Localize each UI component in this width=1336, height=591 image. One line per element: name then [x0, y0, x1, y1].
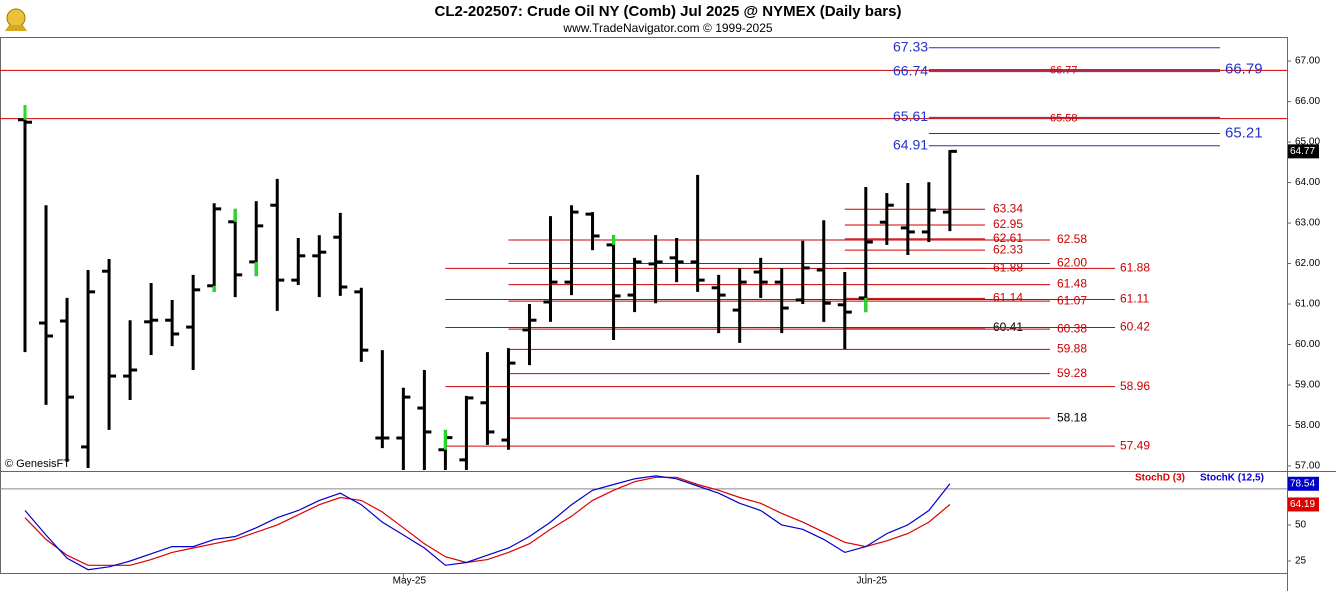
level-label: 59.28	[1057, 366, 1087, 380]
level-label: 62.61	[993, 231, 1023, 245]
level-label: 65.21	[1225, 125, 1263, 142]
y-tick-label: 63.00	[1295, 218, 1320, 229]
level-label: 64.91	[893, 136, 928, 152]
stoch-line	[24, 476, 951, 566]
y-tick-label: 66.00	[1295, 96, 1320, 107]
level-label: 59.88	[1057, 342, 1087, 356]
credit: © GenesisFT	[5, 458, 70, 470]
level-label: 66.74	[893, 62, 928, 78]
level-label: 61.14	[993, 291, 1023, 305]
y-tick-label: 25	[1295, 556, 1307, 567]
logo	[5, 8, 27, 31]
level-label: 61.07	[1057, 293, 1087, 307]
level-label: 61.88	[993, 261, 1023, 275]
level-label: 62.00	[1057, 256, 1087, 270]
last-value-label: 78.54	[1290, 478, 1315, 489]
level-label: 62.58	[1057, 232, 1087, 246]
y-tick-label: 57.00	[1295, 461, 1320, 472]
level-label: 67.33	[893, 38, 928, 54]
level-label: 60.42	[1120, 320, 1150, 334]
level-label: 63.34	[993, 201, 1023, 215]
level-label: 58.96	[1120, 379, 1150, 393]
y-tick-label: 60.00	[1295, 339, 1320, 350]
chart-subtitle: www.TradeNavigator.com © 1999-2025	[562, 21, 772, 35]
last-value-label: 64.19	[1290, 499, 1315, 510]
logo-shape	[6, 8, 26, 28]
level-label: 58.18	[1057, 410, 1087, 424]
level-label: 61.11	[1120, 292, 1149, 306]
level-label: 60.38	[1057, 321, 1087, 335]
level-label: 62.33	[993, 242, 1023, 256]
level-label: 61.48	[1057, 277, 1087, 291]
x-tick-label: May-25	[393, 576, 427, 587]
level-label: 62.95	[993, 217, 1023, 231]
level-label: 57.49	[1120, 438, 1150, 452]
y-tick-label: 58.00	[1295, 420, 1320, 431]
last-value-label: 64.77	[1290, 146, 1315, 157]
legend-entry: StochK (12,5)	[1200, 473, 1264, 484]
x-tick-label: Jun-25	[857, 576, 888, 587]
level-label: 65.61	[893, 108, 928, 124]
stoch-line	[24, 475, 951, 571]
last-value-box	[1288, 144, 1319, 159]
y-tick-label: 61.00	[1295, 299, 1320, 310]
y-tick-label: 50	[1295, 520, 1307, 531]
y-tick-label: 59.00	[1295, 380, 1320, 391]
chart-title: CL2-202507: Crude Oil NY (Comb) Jul 2025…	[435, 3, 902, 20]
level-label: 65.58	[1050, 112, 1078, 124]
level-label: 61.88	[1120, 261, 1150, 275]
y-tick-label: 64.00	[1295, 177, 1320, 188]
last-value-box	[1288, 476, 1319, 491]
legend-entry: StochD (3)	[1135, 473, 1185, 484]
last-value-box	[1288, 497, 1319, 512]
y-tick-label: 62.00	[1295, 258, 1320, 269]
logo-shape	[5, 25, 27, 31]
y-tick-label: 65.00	[1295, 137, 1320, 148]
y-tick-label: 67.00	[1295, 56, 1320, 67]
level-label: 66.79	[1225, 61, 1263, 78]
level-label: 66.77	[1050, 64, 1078, 76]
